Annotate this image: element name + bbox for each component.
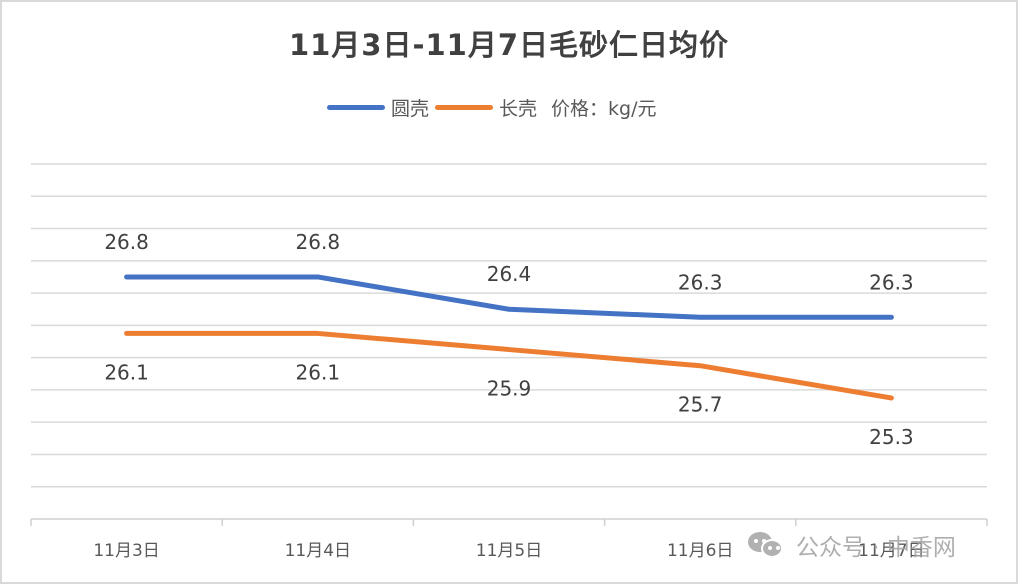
data-label: 26.8: [296, 230, 341, 254]
series-lines: [124, 274, 894, 401]
data-label: 25.3: [869, 425, 914, 449]
x-tick-label: 11月3日: [93, 541, 159, 561]
data-label: 25.9: [487, 377, 532, 401]
chart-title: 11月3日-11月7日毛砂仁日均价: [288, 28, 730, 62]
legend-swatch-blue: [327, 104, 385, 110]
x-tick-label: 11月6日: [667, 541, 733, 561]
x-tick-label: 11月5日: [476, 541, 542, 561]
wechat-icon: [748, 530, 786, 560]
data-label: 26.8: [104, 230, 149, 254]
legend-item-round-shell: 圆壳: [327, 94, 429, 121]
data-label: 26.1: [296, 360, 341, 384]
chart-legend: 圆壳 长壳 价格：kg/元: [327, 94, 657, 120]
legend-item-long-shell: 长壳: [435, 94, 537, 121]
data-label: 26.3: [678, 270, 723, 294]
series-line-round-shell: [124, 274, 894, 320]
x-tick-label: 11月7日: [858, 541, 924, 561]
legend-swatch-orange: [435, 104, 494, 110]
x-axis: 11月3日 11月4日 11月5日 11月6日 11月7日: [30, 518, 988, 561]
unit-note: 价格：kg/元: [551, 97, 657, 120]
legend-label: 长壳: [499, 97, 538, 120]
data-label: 26.1: [104, 360, 149, 384]
data-label: 26.3: [869, 270, 914, 294]
legend-label: 圆壳: [391, 97, 430, 120]
series-line-long-shell: [124, 330, 894, 401]
data-label: 26.4: [487, 262, 532, 286]
data-label: 25.7: [678, 393, 723, 417]
data-labels: 26.8 26.8 26.4 26.3 26.3 26.1 26.1 25.9 25.7 25.3: [104, 230, 913, 449]
gridlines: [31, 163, 987, 488]
watermark-text: 公众号 · 中香网: [796, 535, 956, 561]
x-tick-label: 11月4日: [285, 541, 351, 561]
watermark: 公众号 · 中香网: [748, 528, 956, 562]
